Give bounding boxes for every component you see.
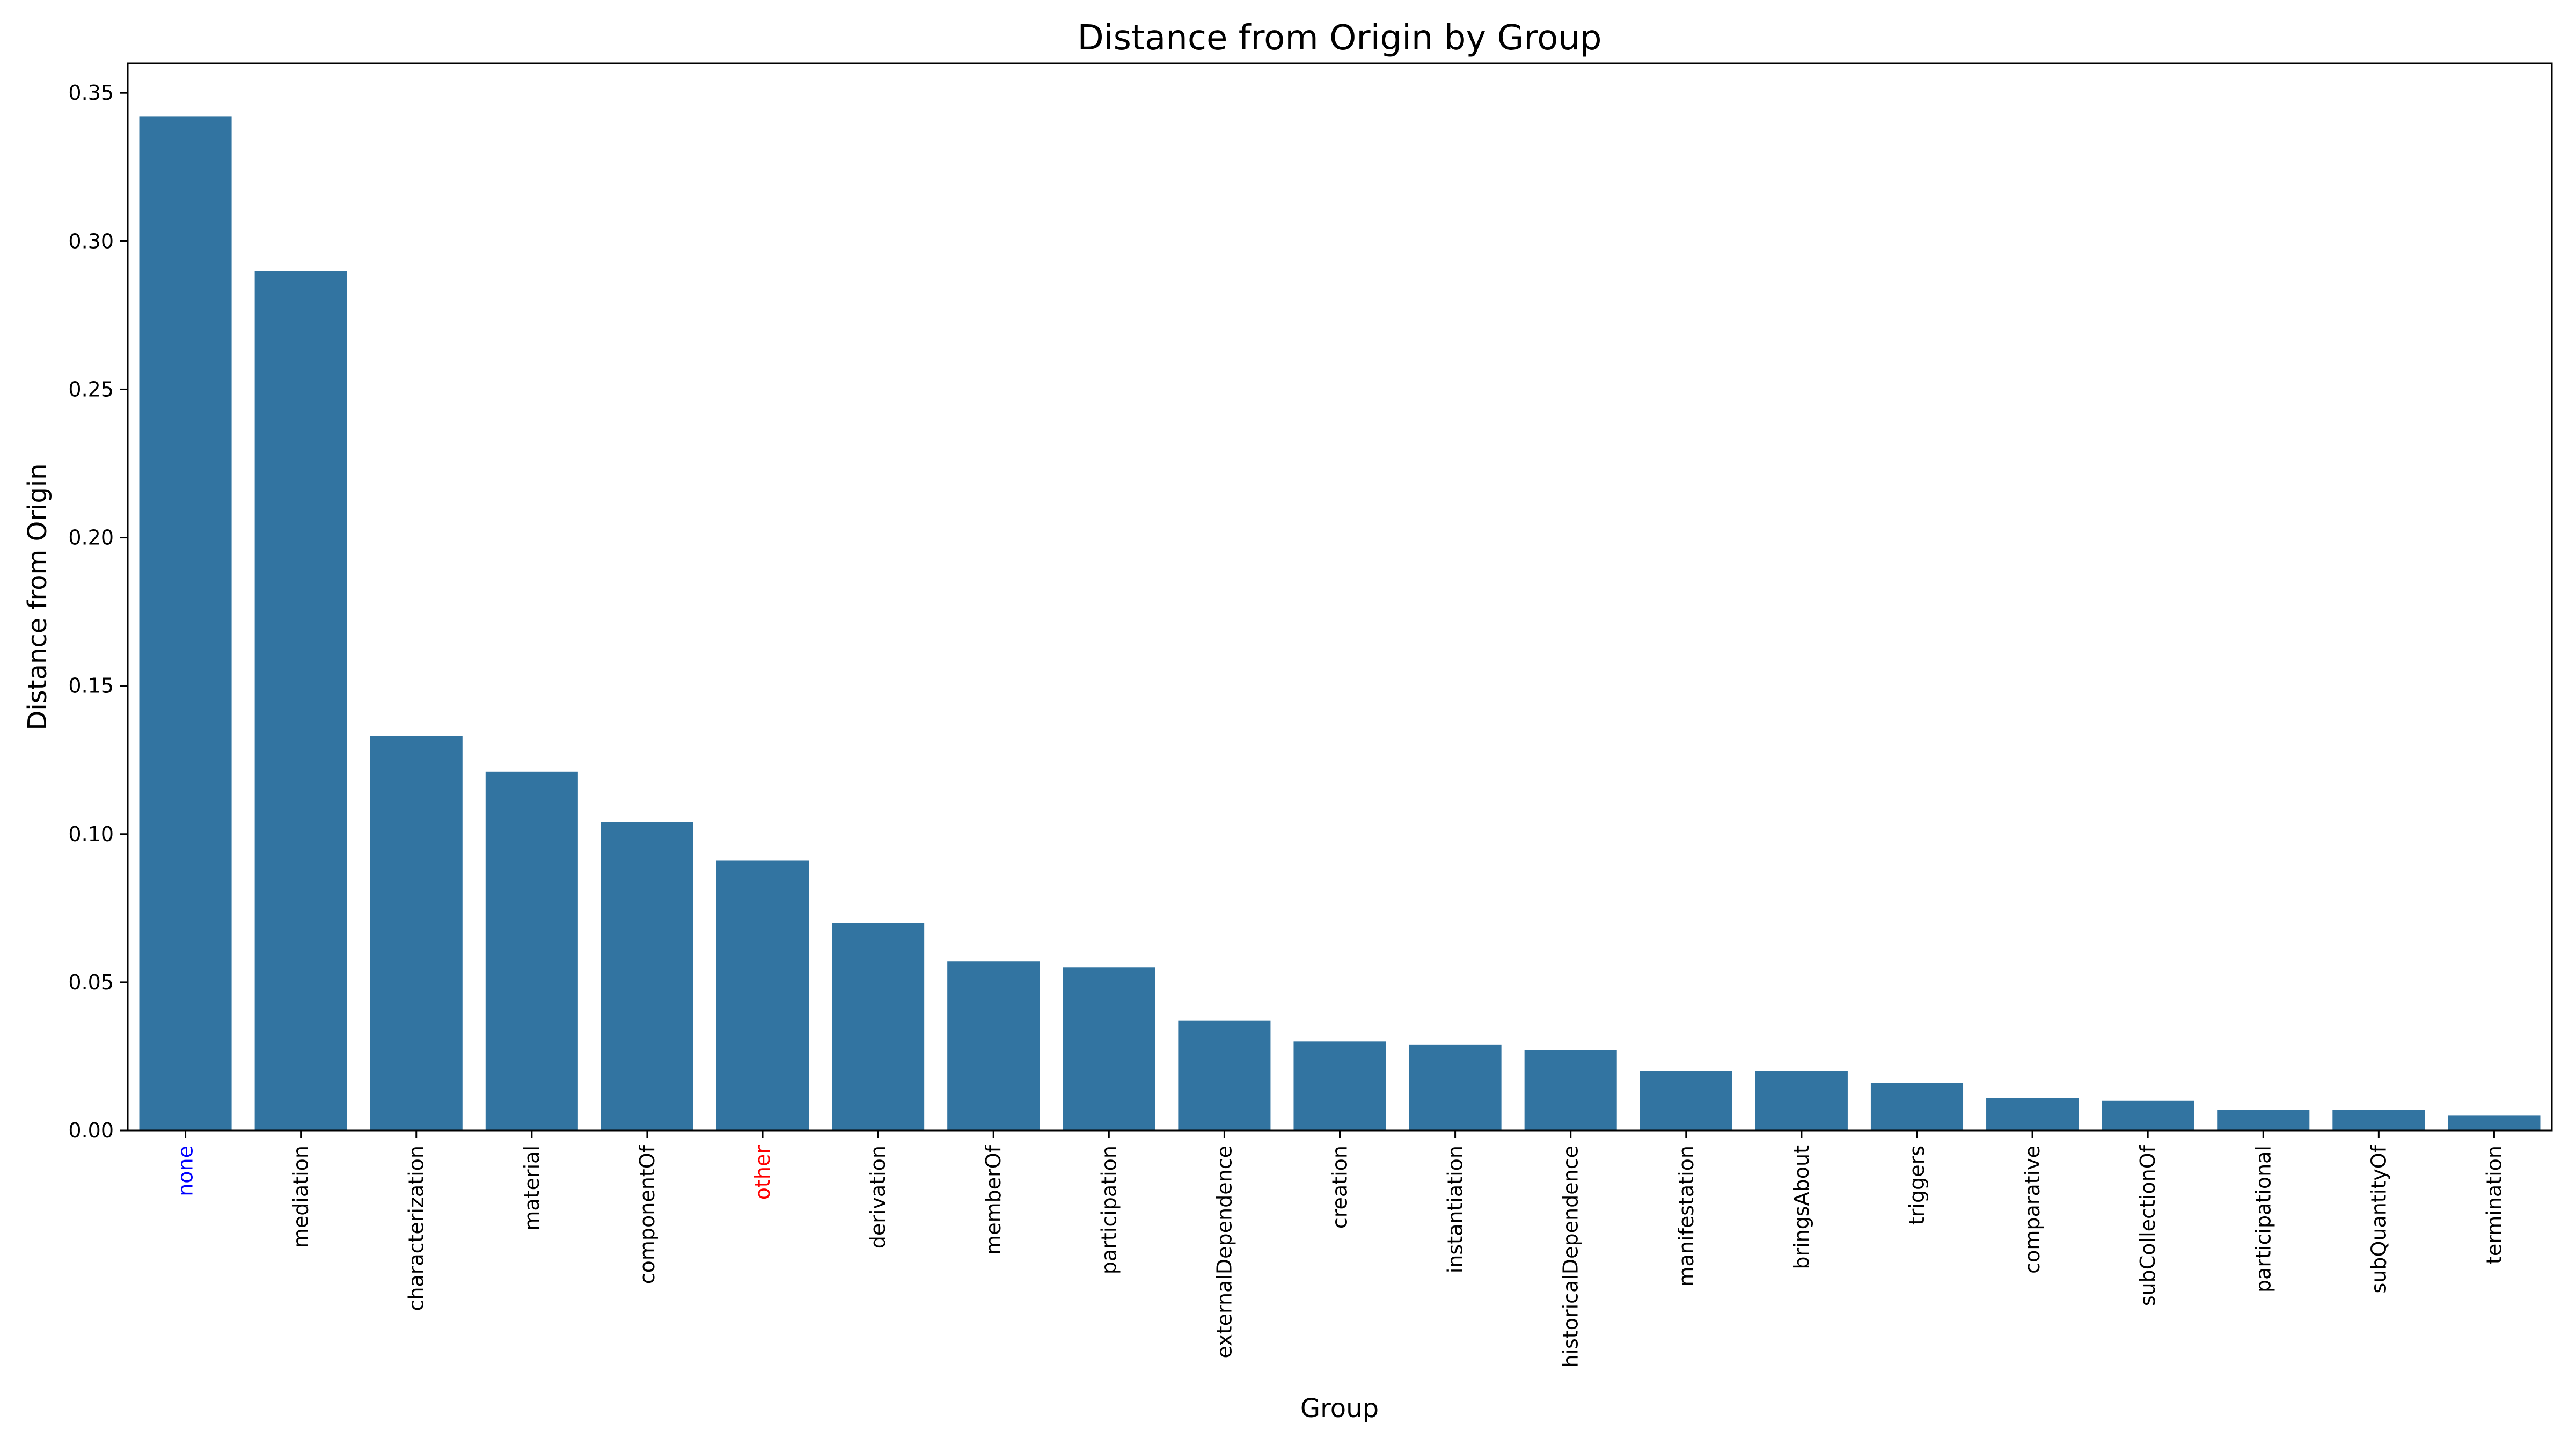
x-tick-label-subQuantityOf: subQuantityOf bbox=[2367, 1144, 2390, 1293]
bar-other bbox=[716, 860, 809, 1130]
x-tick-label-other: other bbox=[751, 1145, 774, 1200]
y-tick-label: 0.25 bbox=[68, 377, 114, 401]
y-tick-label: 0.20 bbox=[68, 526, 114, 550]
bar-characterization bbox=[370, 736, 463, 1130]
bar-bringsAbout bbox=[1755, 1071, 1848, 1130]
bar-instantiation bbox=[1409, 1044, 1502, 1130]
bar-externalDependence bbox=[1178, 1020, 1271, 1130]
bar-material bbox=[485, 771, 578, 1130]
bars-group bbox=[139, 116, 2541, 1130]
bar-manifestation bbox=[1640, 1071, 1732, 1130]
chart-title: Distance from Origin by Group bbox=[1078, 18, 1602, 58]
bar-historicalDependence bbox=[1524, 1050, 1617, 1130]
y-tick-label: 0.10 bbox=[68, 822, 114, 846]
bar-memberOf bbox=[947, 961, 1040, 1130]
x-tick-label-memberOf: memberOf bbox=[982, 1144, 1005, 1254]
x-tick-label-participation: participation bbox=[1097, 1145, 1121, 1274]
x-axis-label: Group bbox=[1300, 1393, 1379, 1424]
x-tick-label-termination: termination bbox=[2482, 1145, 2506, 1264]
x-tick-label-bringsAbout: bringsAbout bbox=[1790, 1145, 1813, 1269]
bar-creation bbox=[1293, 1041, 1386, 1130]
x-tick-label-externalDependence: externalDependence bbox=[1212, 1145, 1236, 1358]
x-tick-label-triggers: triggers bbox=[1905, 1145, 1929, 1225]
y-axis-label: Distance from Origin bbox=[23, 463, 53, 730]
bar-triggers bbox=[1870, 1083, 1964, 1130]
x-tick-label-mediation: mediation bbox=[289, 1145, 313, 1248]
bar-subQuantityOf bbox=[2332, 1110, 2425, 1130]
bar-participation bbox=[1063, 967, 1155, 1130]
bar-mediation bbox=[254, 271, 347, 1130]
x-tick-label-participational: participational bbox=[2251, 1145, 2275, 1293]
plot-frame bbox=[127, 62, 2553, 1132]
bar-comparative bbox=[1986, 1098, 2079, 1130]
bar-subCollectionOf bbox=[2102, 1100, 2194, 1130]
bar-componentOf bbox=[601, 822, 693, 1130]
x-tick-label-creation: creation bbox=[1328, 1145, 1352, 1229]
x-tick-label-componentOf: componentOf bbox=[635, 1144, 659, 1284]
x-tick-label-derivation: derivation bbox=[866, 1145, 890, 1249]
y-ticks-group: 0.00 0.05 0.10 0.15 0.20 0.25 0.30 0.35 bbox=[68, 81, 128, 1142]
x-tick-label-manifestation: manifestation bbox=[1674, 1145, 1698, 1286]
y-tick-label: 0.00 bbox=[68, 1119, 114, 1142]
bar-termination bbox=[2448, 1115, 2541, 1130]
x-tick-label-instantiation: instantiation bbox=[1444, 1145, 1467, 1273]
bar-none bbox=[139, 116, 232, 1130]
y-tick-label: 0.35 bbox=[68, 81, 114, 105]
y-tick-label: 0.05 bbox=[68, 971, 114, 994]
x-tick-label-none: none bbox=[174, 1145, 197, 1196]
y-tick-label: 0.15 bbox=[68, 674, 114, 698]
x-tick-label-material: material bbox=[520, 1145, 544, 1231]
x-tick-label-historicalDependence: historicalDependence bbox=[1559, 1145, 1583, 1368]
bar-derivation bbox=[832, 923, 925, 1130]
x-tick-label-characterization: characterization bbox=[405, 1145, 428, 1311]
bar-participational bbox=[2217, 1110, 2310, 1130]
x-tick-label-subCollectionOf: subCollectionOf bbox=[2136, 1144, 2160, 1306]
x-ticks-group: none mediation characterization material com… bbox=[174, 1130, 2506, 1368]
y-tick-label: 0.30 bbox=[68, 229, 114, 253]
x-tick-label-comparative: comparative bbox=[2021, 1145, 2044, 1274]
